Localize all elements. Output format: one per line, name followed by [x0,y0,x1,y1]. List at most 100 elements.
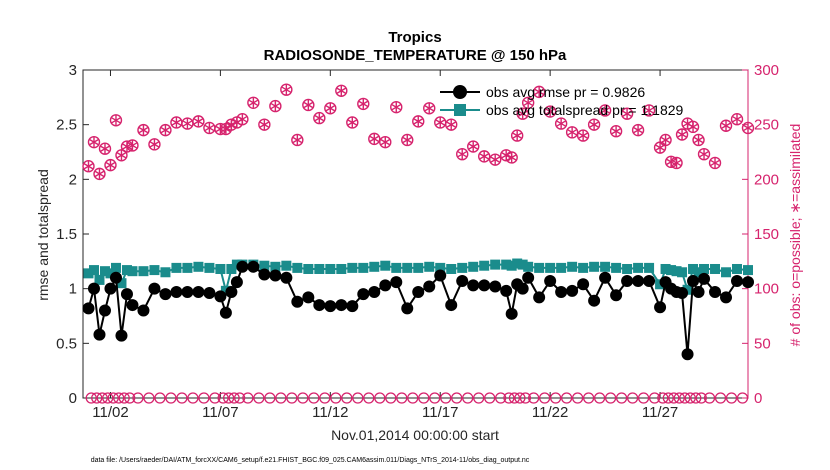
obs-zero-marker [528,392,540,404]
legend: obs avg rmse pr = 0.9826 obs avg totalspr… [440,84,684,118]
series-totalspread-point [204,262,215,273]
obs-possible-marker [719,119,733,132]
series-totalspread-point [578,262,589,273]
obs-possible-marker [587,118,601,131]
obs-assimilated-marker [721,120,731,131]
series-totalspread-point [682,284,693,295]
obs-assimilated-marker [611,126,621,137]
series-totalspread-point [468,261,479,272]
obs-possible-marker [313,111,326,125]
obs-assimilated-marker [413,116,423,127]
obs-assimilated-marker [237,114,248,125]
series-totalspread-point [622,263,633,274]
obs-assimilated-marker [336,85,346,96]
legend-spread-marker [454,104,466,116]
series-totalspread-point [215,263,226,274]
obs-zero-marker [668,392,680,404]
series-rmse-point [516,282,529,295]
series-rmse-point [269,269,282,282]
series-totalspread-point [743,265,753,276]
obs-zero-marker [407,392,419,404]
y-left-tick-label: 1.5 [56,226,77,243]
obs-assimilated-marker [303,99,313,110]
series-totalspread-point [88,265,99,276]
obs-assimilated-marker [512,130,522,141]
series-rmse-point [621,275,634,288]
series-totalspread-point [710,263,721,274]
series-totalspread-point [336,263,347,274]
obs-possible-marker [659,133,672,147]
obs-zero-marker [264,392,276,404]
series-totalspread-point [160,267,171,278]
series-totalspread-point [424,261,435,272]
obs-possible-marker [291,133,304,147]
obs-possible-marker [445,118,458,131]
obs-zero-marker [374,392,386,404]
obs-possible-marker [467,140,480,153]
obs-possible-marker [642,104,656,117]
series-totalspread-point [633,262,644,273]
obs-zero-marker [85,392,97,404]
obs-possible-marker [686,120,700,134]
series-rmse-point [109,271,122,284]
obs-assimilated-marker [369,133,379,144]
obs-zero-marker [703,392,716,404]
series-totalspread-point [677,267,688,278]
series-rmse-point [203,287,216,300]
obs-assimilated-marker [402,134,412,145]
obs-possible-marker [692,133,705,147]
series-totalspread-point [292,262,303,273]
obs-assimilated-marker [325,103,335,114]
obs-assimilated-marker [699,149,709,160]
series-rmse-point [280,271,293,284]
series-totalspread-point [693,267,704,278]
obs-possible-marker [148,138,161,151]
obs-zero-marker [451,392,463,404]
series-rmse-point [643,275,656,288]
series-rmse-point [258,268,271,281]
series-rmse-point [230,276,243,289]
obs-zero-marker [725,392,738,404]
obs-zero-marker [604,392,617,404]
series-totalspread-point [94,274,105,285]
series-totalspread-point [149,265,160,276]
series-totalspread-point [534,262,545,273]
series-rmse-point [692,285,705,298]
obs-possible-marker [631,123,645,137]
series-rmse-point [731,275,744,288]
series-rmse-point [137,304,150,317]
obs-assimilated-marker [671,157,682,168]
series-rmse-point [610,289,623,302]
series-rmse-point [225,285,238,298]
series-totalspread-point [138,266,149,277]
series-totalspread-point [666,265,677,276]
obs-possible-marker [477,150,491,163]
obs-zero-marker [154,392,166,404]
y-right-tick-label: 100 [754,281,779,298]
series-totalspread-point [479,260,490,271]
series-totalspread-point [490,259,501,270]
obs-assimilated-marker [281,84,291,95]
series-rmse-point [181,285,194,298]
series-rmse-point [544,275,557,288]
obs-zero-marker [209,392,221,404]
obs-assimilated-marker [89,137,99,148]
obs-possible-marker [357,97,370,111]
obs-possible-marker [565,126,579,139]
obs-assimilated-marker [732,114,742,125]
obs-zero-marker [275,392,287,404]
series-rmse-point [467,279,480,292]
y-axis-left-label: rmse and totalspread [35,169,51,301]
series-rmse-point [577,278,590,291]
obs-assimilated-marker [100,143,110,154]
series-rmse-point [98,304,111,317]
obs-zero-marker [297,392,309,404]
obs-possible-marker [236,112,249,126]
obs-assimilated-marker [94,168,105,179]
obs-possible-marker [456,147,469,161]
obs-possible-marker [521,96,535,110]
series-totalspread-point [402,262,413,273]
obs-zero-marker [286,392,298,404]
obs-assimilated-marker [655,142,665,153]
obs-assimilated-marker [567,127,577,138]
